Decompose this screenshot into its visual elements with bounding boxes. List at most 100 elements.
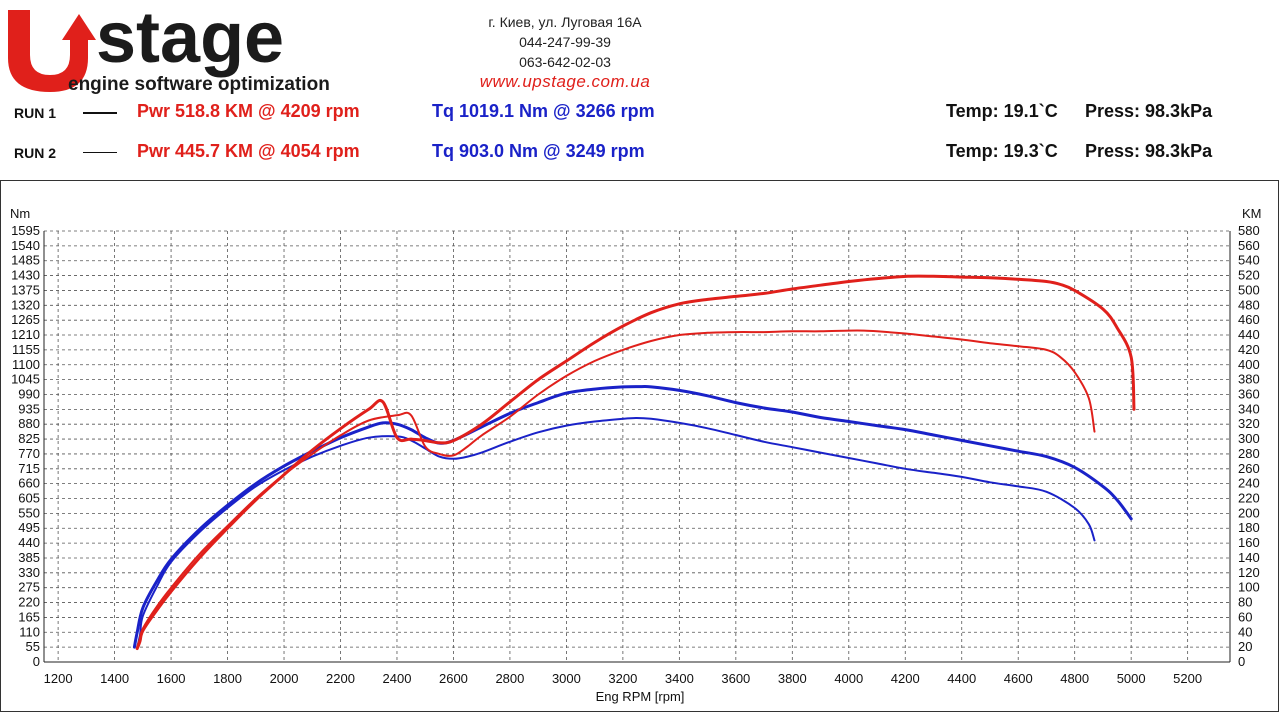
chart-series xyxy=(132,274,1136,651)
contact-website[interactable]: www.upstage.com.ua xyxy=(479,72,651,91)
y-left-tick-label: 440 xyxy=(18,535,40,550)
y-right-tick-label: 560 xyxy=(1238,238,1260,253)
y-left-tick-label: 55 xyxy=(26,639,40,654)
y-left-tick-label: 1595 xyxy=(11,223,40,238)
logo-word: stage xyxy=(96,0,284,78)
y-left-tick-label: 825 xyxy=(18,431,40,446)
y-left-tick-label: 330 xyxy=(18,565,40,580)
x-axis-label: Eng RPM [rpm] xyxy=(596,689,685,704)
y-right-tick-label: 100 xyxy=(1238,580,1260,595)
y-left-tick-label: 660 xyxy=(18,476,40,491)
y-right-tick-label: 500 xyxy=(1238,282,1260,297)
series-line-pwr-run-2 xyxy=(136,329,1096,649)
y-right-tick-label: 60 xyxy=(1238,609,1252,624)
y-left-tick-label: 770 xyxy=(18,446,40,461)
y-left-tick-label: 935 xyxy=(18,401,40,416)
y-right-tick-label: 320 xyxy=(1238,416,1260,431)
y-right-tick-label: 260 xyxy=(1238,461,1260,476)
y-right-tick-label: 200 xyxy=(1238,505,1260,520)
y-right-tick-label: 400 xyxy=(1238,357,1260,372)
y-right-tick-label: 580 xyxy=(1238,223,1260,238)
logo-tagline: engine software optimization xyxy=(68,74,330,95)
x-tick-label: 5200 xyxy=(1173,671,1202,686)
x-tick-label: 4600 xyxy=(1004,671,1033,686)
y-left-tick-label: 110 xyxy=(19,624,40,639)
run-2-summary: RUN 2 Pwr 445.7 KM @ 4054 rpm Tq 903.0 N… xyxy=(0,141,1280,165)
y-right-tick-label: 0 xyxy=(1238,654,1245,669)
chart-grid xyxy=(44,230,1230,663)
dyno-chart-frame xyxy=(0,180,1279,712)
x-tick-label: 2000 xyxy=(270,671,299,686)
x-tick-label: 2600 xyxy=(439,671,468,686)
y-left-tick-label: 1210 xyxy=(11,327,40,342)
y-left-tick-label: 275 xyxy=(18,580,40,595)
y-left-tick-label: 1155 xyxy=(12,342,40,357)
x-tick-label: 4000 xyxy=(834,671,863,686)
y-left-tick-label: 165 xyxy=(18,609,40,624)
y-left-tick-label: 1485 xyxy=(11,253,40,268)
x-tick-label: 2200 xyxy=(326,671,355,686)
y-left-tick-label: 495 xyxy=(18,520,40,535)
y-right-tick-label: 20 xyxy=(1238,639,1252,654)
series-line-tq-run-2 xyxy=(136,417,1096,649)
x-tick-label: 3200 xyxy=(608,671,637,686)
y-right-tick-label: 140 xyxy=(1238,550,1260,565)
run-2-line-sample xyxy=(83,152,117,153)
series-line-pwr-run-1 xyxy=(135,274,1136,651)
x-tick-label: 1400 xyxy=(100,671,129,686)
y-right-tick-label: 360 xyxy=(1238,386,1260,401)
run-2-torque: Tq 903.0 Nm @ 3249 rpm xyxy=(432,141,645,161)
y-right-tick-label: 520 xyxy=(1238,268,1260,283)
y-left-tick-label: 990 xyxy=(18,386,40,401)
y-right-tick-label: 460 xyxy=(1238,312,1260,327)
run-1-press: Press: 98.3kPa xyxy=(1085,101,1213,121)
series-line-tq-run-1 xyxy=(132,385,1133,649)
y-right-tick-label: 220 xyxy=(1238,491,1260,506)
y-right-tick-label: 540 xyxy=(1238,253,1260,268)
contact-block: г. Киев, ул. Луговая 16А 044-247-99-39 0… xyxy=(440,12,690,92)
x-tick-label: 1200 xyxy=(44,671,73,686)
y-left-tick-label: 1320 xyxy=(11,297,40,312)
y-left-tick-label: 1430 xyxy=(11,268,40,283)
y-right-tick-label: 180 xyxy=(1238,520,1260,535)
y-left-tick-label: 550 xyxy=(18,505,40,520)
run-1-line-sample xyxy=(83,112,117,114)
x-tick-label: 3000 xyxy=(552,671,581,686)
y-left-tick-label: 1265 xyxy=(11,312,40,327)
y-left-tick-label: 0 xyxy=(33,654,40,669)
y-left-tick-label: 385 xyxy=(18,550,40,565)
y-right-tick-label: 120 xyxy=(1238,565,1260,580)
y-right-tick-label: 440 xyxy=(1238,327,1260,342)
x-tick-label: 2800 xyxy=(495,671,524,686)
y-right-tick-label: 40 xyxy=(1238,624,1252,639)
y-right-tick-label: 300 xyxy=(1238,431,1260,446)
run-1-summary: RUN 1 Pwr 518.8 KM @ 4209 rpm Tq 1019.1 … xyxy=(0,101,1280,125)
run-2-press: Press: 98.3kPa xyxy=(1085,141,1213,161)
logo-up-mark xyxy=(8,10,96,92)
y-left-tick-label: 605 xyxy=(18,491,40,506)
y-left-tick-label: 220 xyxy=(18,595,40,610)
run-1-temp: Temp: 19.1`C xyxy=(946,101,1058,121)
y-right-tick-label: 280 xyxy=(1238,446,1260,461)
y-left-tick-label: 1540 xyxy=(11,238,40,253)
x-tick-label: 5000 xyxy=(1117,671,1146,686)
x-tick-label: 3400 xyxy=(665,671,694,686)
x-tick-label: 2400 xyxy=(383,671,412,686)
y-axis-left-label: Nm xyxy=(10,206,30,221)
y-axis-right-label: KM xyxy=(1242,206,1262,221)
run-1-label: RUN 1 xyxy=(14,105,57,121)
x-tick-label: 1800 xyxy=(213,671,242,686)
y-right-tick-label: 420 xyxy=(1238,342,1260,357)
y-right-tick-label: 340 xyxy=(1238,401,1260,416)
y-left-tick-label: 1100 xyxy=(12,357,40,372)
chart-axes: 0551101652202753303854404955506056607157… xyxy=(11,223,1260,686)
y-right-tick-label: 380 xyxy=(1238,372,1260,387)
run-2-label: RUN 2 xyxy=(14,145,57,161)
x-tick-label: 4200 xyxy=(891,671,920,686)
y-left-tick-label: 715 xyxy=(18,461,40,476)
y-right-tick-label: 160 xyxy=(1238,535,1260,550)
run-1-torque: Tq 1019.1 Nm @ 3266 rpm xyxy=(432,101,655,121)
upstage-logo: stage engine software optimization xyxy=(8,0,330,95)
x-tick-label: 4400 xyxy=(947,671,976,686)
